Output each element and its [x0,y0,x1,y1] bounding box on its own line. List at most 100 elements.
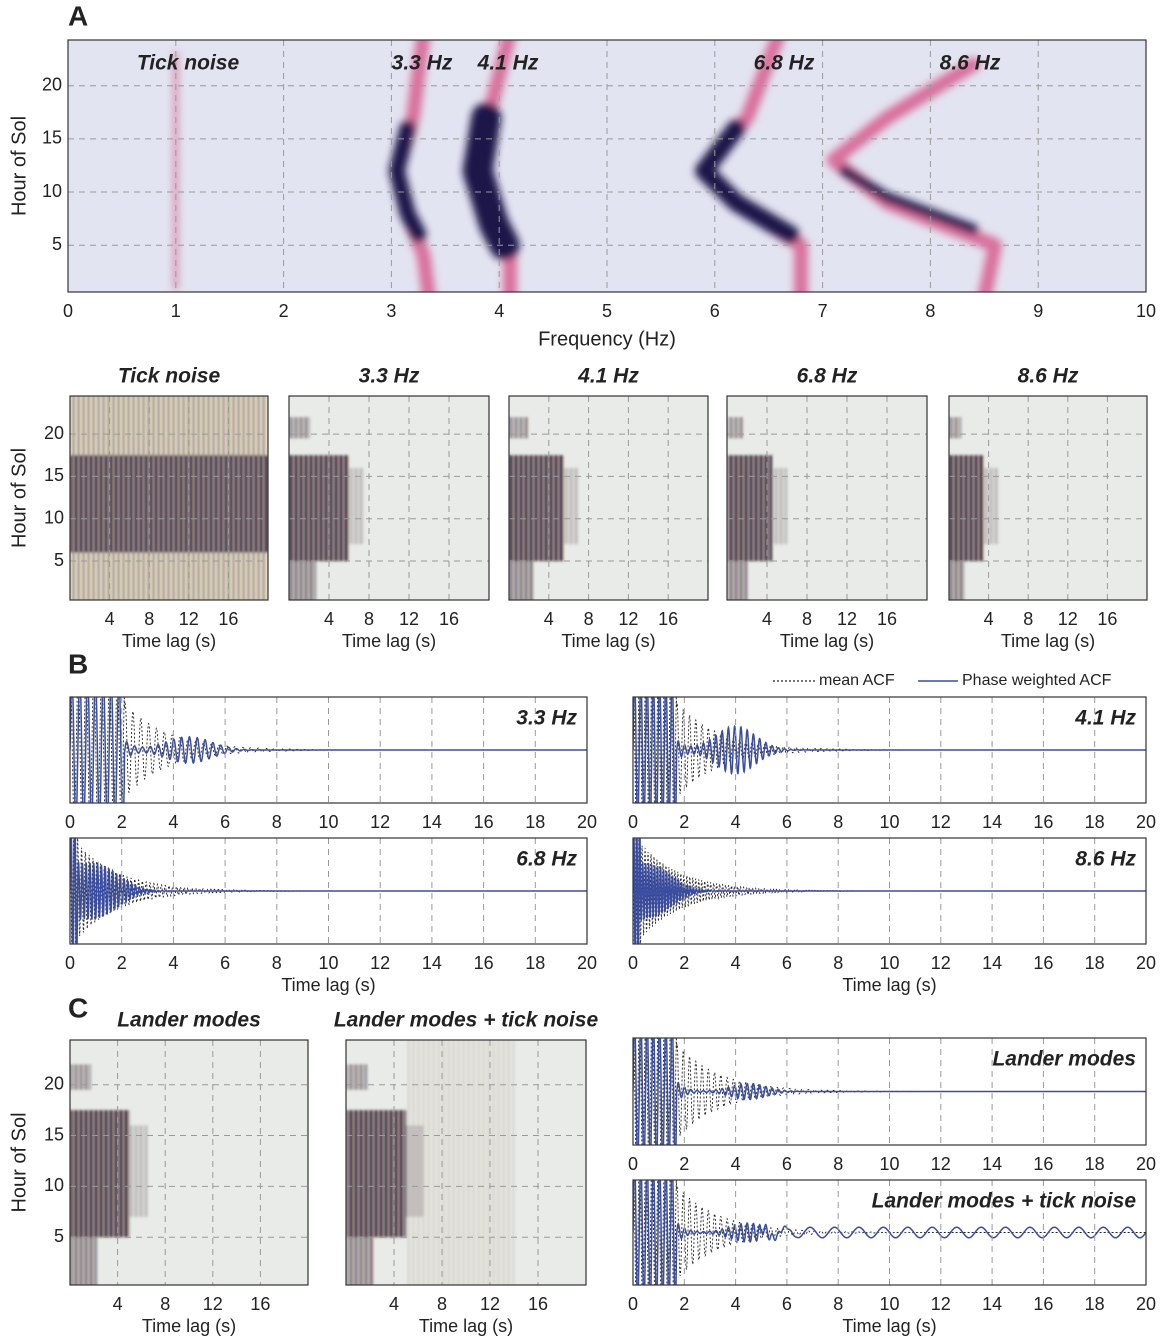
plot-frame [345,1039,587,1286]
panel-label: A [68,0,88,31]
plot-frame [69,1039,309,1286]
plot-area [633,1038,1146,1145]
x-tick-label: 6 [782,1154,792,1174]
x-tick-label: 18 [1085,1154,1105,1174]
acf-image [346,1040,514,1285]
plot-area [509,396,708,600]
x-tick-label: 12 [203,1294,223,1314]
x-tick-label: 6 [710,301,720,321]
x-tick-label: 4 [731,953,741,973]
acf-region [129,1125,148,1217]
x-tick-label: 5 [602,301,612,321]
x-tick-label: 20 [1136,1294,1156,1314]
x-tick-label: 0 [628,1154,638,1174]
x-tick-label: 10 [879,1294,899,1314]
x-tick-label: 16 [474,953,494,973]
x-tick-label: 12 [370,953,390,973]
chart-title: Tick noise [118,365,221,388]
x-tick-label: 16 [1033,1154,1053,1174]
chart-title: 8.6 Hz [1018,365,1079,388]
y-axis-label: Hour of Sol [8,448,30,548]
x-tick-label: 16 [1033,953,1053,973]
x-axis-label: Time lag (s) [1001,631,1095,651]
acf-image [70,396,268,600]
x-tick-label: 9 [1033,301,1043,321]
x-tick-label: 8 [144,609,154,629]
x-tick-label: 18 [525,812,545,832]
x-tick-label: 4 [731,812,741,832]
x-tick-label: 4 [389,1294,399,1314]
x-tick-label: 4 [494,301,504,321]
plot-frame [632,696,1147,804]
x-tick-label: 0 [63,301,73,321]
x-tick-label: 8 [364,609,374,629]
plot-area [633,838,1146,944]
x-axis-label: Time lag (s) [342,631,436,651]
acf-region [727,561,748,600]
plot-area [949,396,1147,600]
y-tick-label: 15 [42,128,62,148]
plot-frame [508,395,709,601]
x-tick-label: 14 [982,812,1002,832]
x-tick-label: 0 [628,953,638,973]
plot-frame [69,696,588,804]
acf-region [70,1064,91,1090]
acf-region [346,1110,406,1238]
x-axis-label: Time lag (s) [142,1316,236,1336]
legend-label: mean ACF [819,672,895,689]
plot-frame [632,837,1147,945]
mean-acf-trace [70,838,587,944]
y-tick-label: 5 [52,234,62,254]
x-tick-label: 8 [833,953,843,973]
plot-frame [288,395,490,601]
legend-label: Phase weighted ACF [962,672,1112,689]
phase-weighted-acf-trace [633,838,1146,944]
plot-frame [632,1179,1147,1286]
x-tick-label: 14 [982,953,1002,973]
y-tick-label: 20 [44,423,64,443]
band [839,165,979,235]
x-tick-label: 18 [1085,953,1105,973]
x-tick-label: 8 [160,1294,170,1314]
x-axis-label: Time lag (s) [842,975,936,995]
x-tick-label: 20 [1136,812,1156,832]
plot-frame [948,395,1148,601]
y-tick-label: 20 [42,74,62,94]
acf-image [509,417,579,600]
x-tick-label: 4 [731,1294,741,1314]
annotation: Lander modes + tick noise [872,1190,1137,1213]
x-tick-label: 10 [1136,301,1156,321]
mean-acf-trace [70,697,587,803]
annotation: 3.3 Hz [392,52,453,75]
acf-region [772,467,787,545]
annotation: 4.1 Hz [477,52,539,75]
y-axis-label: Hour of Sol [8,1112,30,1212]
x-axis-label: Time lag (s) [561,631,655,651]
annotation: 6.8 Hz [516,848,577,871]
x-tick-label: 3 [386,301,396,321]
panel-label: B [68,648,88,679]
acf-region [70,1237,97,1285]
x-tick-label: 16 [439,609,459,629]
y-tick-label: 15 [44,1124,64,1144]
x-tick-label: 18 [1085,1294,1105,1314]
plot-area [70,838,587,944]
y-tick-label: 5 [54,550,64,570]
panel-label: C [68,992,88,1023]
x-tick-label: 4 [544,609,554,629]
plot-area [70,396,268,600]
x-tick-label: 12 [931,812,951,832]
x-tick-label: 8 [802,609,812,629]
x-axis-label: Time lag (s) [122,631,216,651]
x-tick-label: 10 [879,812,899,832]
x-tick-label: 14 [982,1294,1002,1314]
acf-region [406,1040,514,1285]
x-tick-label: 6 [782,812,792,832]
plot-frame [632,1037,1147,1146]
acf-region [289,417,310,439]
x-tick-label: 20 [1136,1154,1156,1174]
x-tick-label: 0 [628,1294,638,1314]
x-tick-label: 16 [1033,1294,1053,1314]
x-tick-label: 6 [782,953,792,973]
